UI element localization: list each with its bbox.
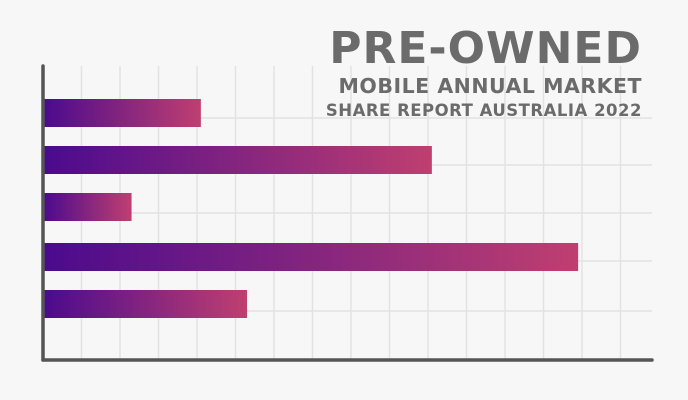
- bars: [43, 99, 579, 318]
- bar-2: [43, 146, 432, 174]
- bar-5: [43, 290, 248, 318]
- title-line-1: PRE-OWNED: [329, 23, 642, 74]
- bar-3: [43, 193, 132, 221]
- title-line-3: SHARE REPORT AUSTRALIA 2022: [325, 101, 642, 120]
- axes: [41, 64, 654, 362]
- bar-4: [43, 243, 579, 271]
- title-line-2: MOBILE ANNUAL MARKET: [338, 74, 642, 98]
- bar-1: [43, 99, 201, 127]
- chart-title: PRE-OWNED MOBILE ANNUAL MARKET SHARE REP…: [326, 26, 642, 122]
